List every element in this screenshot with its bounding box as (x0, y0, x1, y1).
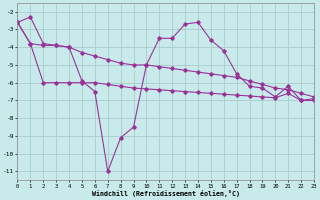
X-axis label: Windchill (Refroidissement éolien,°C): Windchill (Refroidissement éolien,°C) (92, 190, 240, 197)
